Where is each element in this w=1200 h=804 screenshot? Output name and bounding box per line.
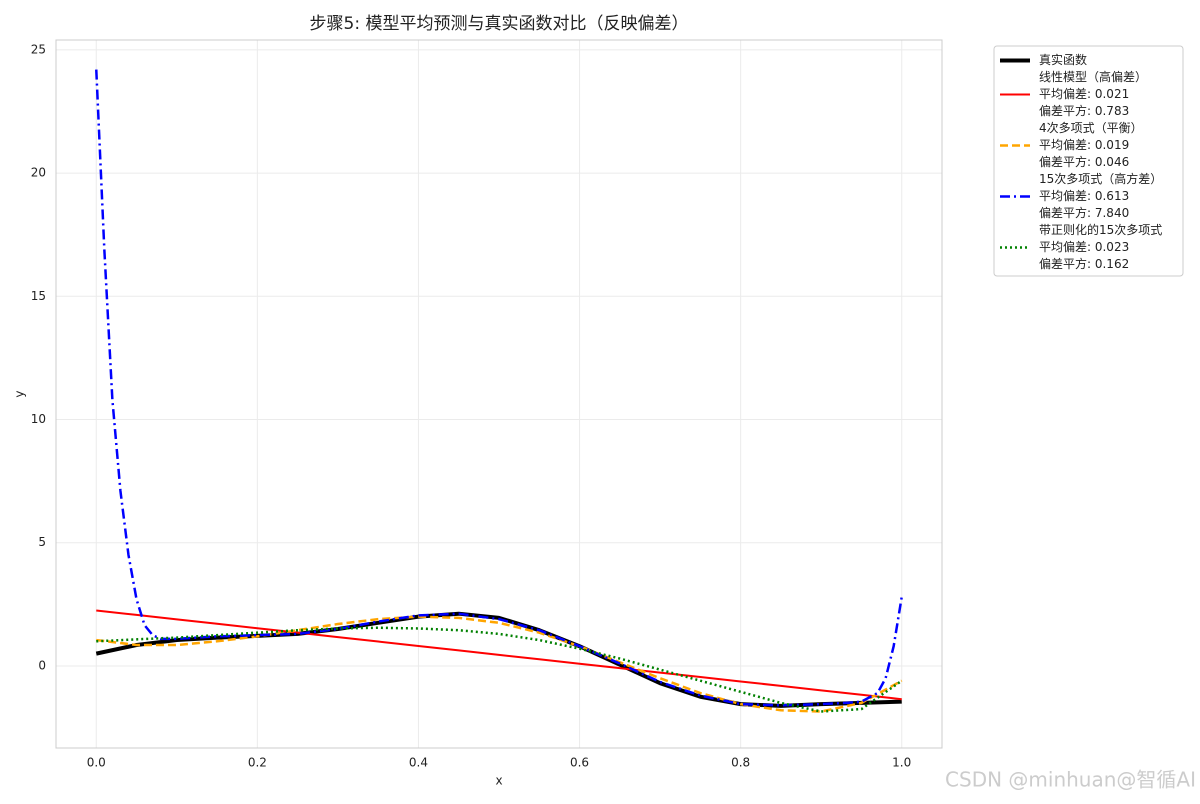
x-axis-label: x: [495, 774, 502, 788]
legend-box: [993, 45, 1184, 277]
legend-label: 带正则化的15次多项式平均偏差: 0.023 偏差平方: 0.162: [1039, 222, 1162, 271]
grid: [56, 40, 942, 748]
y-tick-label: 5: [38, 535, 46, 549]
chart-title: 步骤5: 模型平均预测与真实函数对比（反映偏差）: [310, 14, 689, 34]
plot-frame: [55, 39, 943, 749]
x-tick-label: 0.8: [731, 756, 750, 770]
lines: [95, 69, 903, 713]
y-tick-label: 10: [31, 412, 46, 426]
legend-label: 真实函数: [1039, 52, 1087, 67]
legend-label: 线性模型（高偏差）平均偏差: 0.021 偏差平方: 0.783: [1039, 69, 1147, 118]
x-tick-label: 1.0: [892, 756, 911, 770]
x-tick-label: 0.4: [409, 756, 428, 770]
y-tick-label: 15: [31, 289, 46, 303]
x-tick-label: 0.0: [87, 756, 106, 770]
y-axis-label: y: [13, 390, 27, 397]
legend-label: 15次多项式（高方差）平均偏差: 0.613 偏差平方: 7.840: [1039, 171, 1162, 220]
x-tick-label: 0.2: [248, 756, 267, 770]
x-tick-label: 0.6: [570, 756, 589, 770]
y-tick-label: 25: [31, 42, 46, 56]
watermark: CSDN @minhuan@智循AI: [945, 768, 1196, 792]
legend-label: 4次多项式（平衡）平均偏差: 0.019 偏差平方: 0.046: [1039, 121, 1143, 169]
y-tick-label: 20: [31, 166, 46, 180]
series-line: [96, 609, 902, 701]
y-tick-label: 0: [38, 658, 46, 672]
series-line: [96, 615, 903, 713]
